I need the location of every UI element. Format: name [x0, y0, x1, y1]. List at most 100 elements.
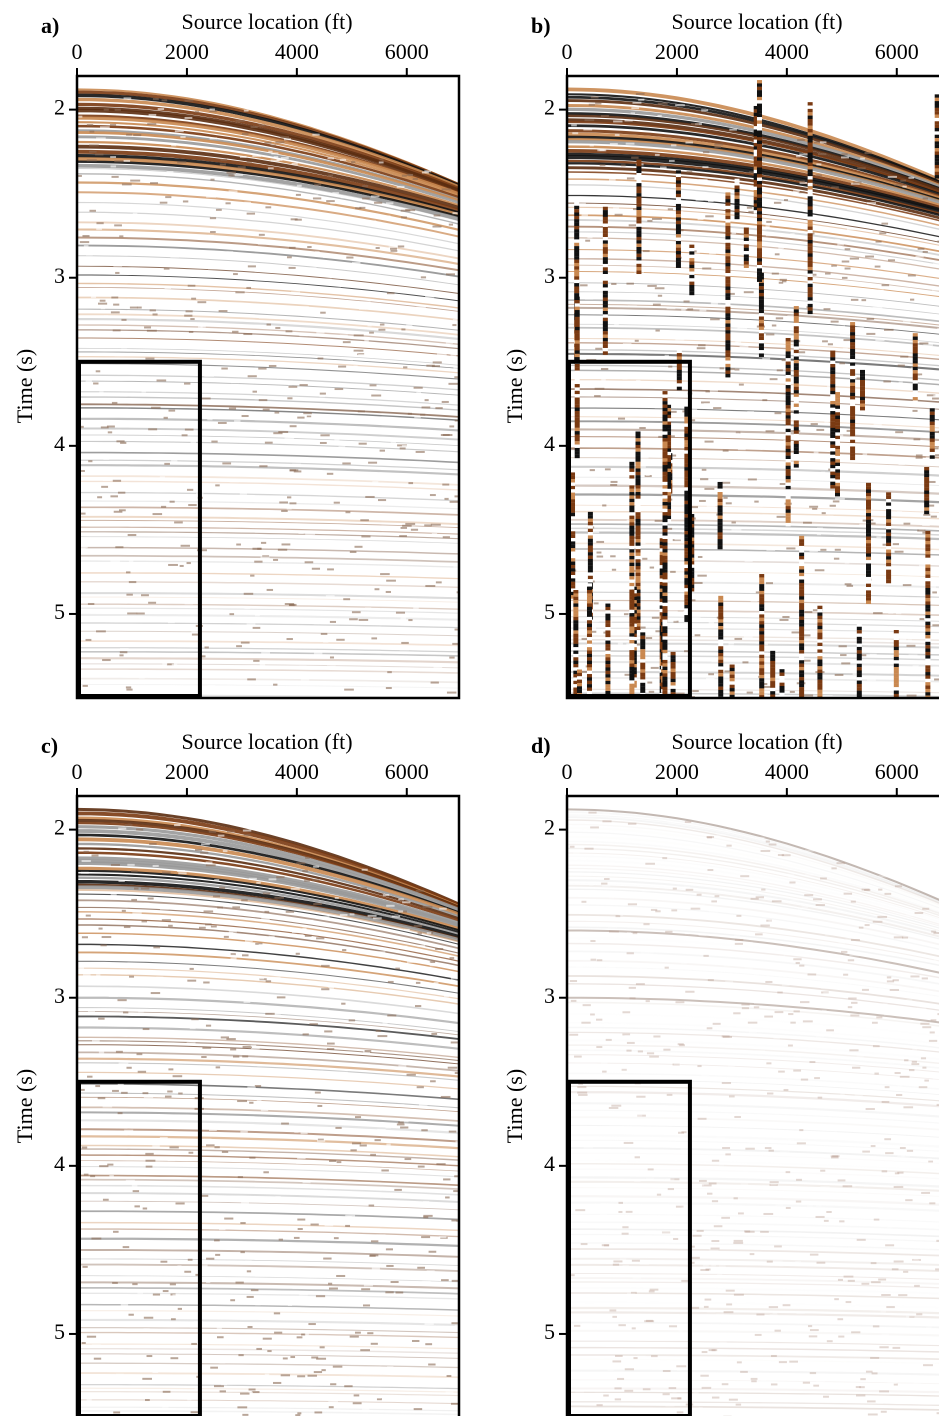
noise-spike [640, 780, 645, 784]
noise-spike [636, 166, 642, 170]
speckle [314, 1091, 321, 1094]
speckle [692, 581, 703, 584]
noise-spike [785, 506, 791, 510]
reflection [77, 427, 459, 441]
reflection [77, 1083, 459, 1101]
noise-spike [684, 467, 690, 471]
noise-spike [605, 738, 610, 742]
noise-spike [799, 711, 804, 715]
noise-spike [817, 770, 822, 774]
speckle [456, 1150, 459, 1153]
noise-spike [586, 589, 592, 594]
speckle [583, 1146, 593, 1149]
noise-spike [570, 472, 576, 476]
noise-spike [662, 549, 668, 553]
reflection [567, 616, 939, 622]
noise-spike [684, 423, 690, 427]
noise-spike [759, 648, 765, 652]
speckle [379, 323, 385, 326]
speckle [594, 1108, 599, 1111]
speckle [895, 431, 904, 434]
noise-spike [605, 674, 611, 678]
x-tick-label: 2000 [655, 39, 699, 64]
speckle [82, 974, 91, 977]
speckle [297, 1038, 303, 1041]
noise-spike [666, 465, 672, 469]
noise-spike [807, 307, 813, 311]
noise-spike [629, 643, 635, 647]
speckle [454, 1324, 459, 1327]
speckle [261, 918, 270, 921]
speckle [390, 247, 397, 250]
reflection [567, 1353, 939, 1361]
noise-spike [573, 593, 579, 597]
speckle [82, 684, 88, 687]
speckle [662, 1370, 671, 1373]
speckle [631, 156, 639, 159]
speckle [767, 1221, 773, 1224]
noise-spike [636, 253, 642, 258]
noise-spike [662, 633, 668, 637]
noise-spike [573, 740, 578, 744]
noise-spike [857, 765, 862, 769]
noise-spike [670, 688, 676, 693]
speckle [304, 1333, 309, 1336]
reflection [77, 356, 459, 374]
speckle [858, 1191, 867, 1194]
noise-spike [635, 569, 641, 573]
reflection [567, 447, 939, 459]
speckle [417, 966, 425, 969]
speckle [250, 574, 255, 577]
noise-spike [629, 656, 635, 661]
noise-spike [629, 532, 635, 536]
y-axis-label: Time (s) [12, 1069, 37, 1143]
noise-spike [662, 616, 668, 620]
speckle [296, 1336, 303, 1339]
noise-spike [857, 701, 862, 705]
speckle [150, 182, 159, 185]
speckle [903, 522, 911, 525]
speckle [347, 1216, 352, 1219]
speckle [143, 1096, 154, 1099]
speckle [706, 677, 715, 680]
noise-spike [635, 448, 641, 452]
noise-spike [573, 753, 578, 757]
speckle [264, 983, 273, 986]
noise-spike [586, 586, 592, 591]
noise-spike [659, 605, 665, 609]
noise-spike [756, 103, 762, 108]
speckle [624, 119, 633, 122]
speckle [353, 365, 358, 368]
noise-spike [640, 703, 645, 707]
speckle [371, 637, 378, 640]
speckle [353, 351, 359, 354]
speckle [194, 1387, 201, 1390]
speckle [711, 301, 721, 304]
speckle [793, 1055, 802, 1058]
speckle [437, 693, 442, 696]
reflection [77, 282, 459, 309]
noise-spike [807, 179, 813, 183]
speckle [601, 378, 606, 381]
noise-spike [817, 683, 823, 687]
speckle [359, 887, 367, 890]
noise-spike [666, 411, 672, 415]
noise-spike [660, 740, 665, 744]
noise-spike [834, 412, 840, 416]
noise-spike [586, 630, 592, 634]
speckle [786, 547, 796, 550]
speckle [381, 681, 391, 684]
speckle [373, 917, 382, 920]
noise-spike [662, 622, 668, 627]
speckle [117, 491, 126, 494]
speckle [823, 308, 831, 311]
noise-spike [830, 394, 836, 398]
noise-spike [729, 694, 735, 698]
noise-spike [743, 251, 749, 255]
noise-spike [629, 488, 635, 493]
noise-spike [886, 529, 892, 533]
speckle [263, 1376, 269, 1379]
noise-spike [574, 343, 580, 348]
speckle [123, 159, 131, 162]
noise-spike [635, 532, 641, 536]
